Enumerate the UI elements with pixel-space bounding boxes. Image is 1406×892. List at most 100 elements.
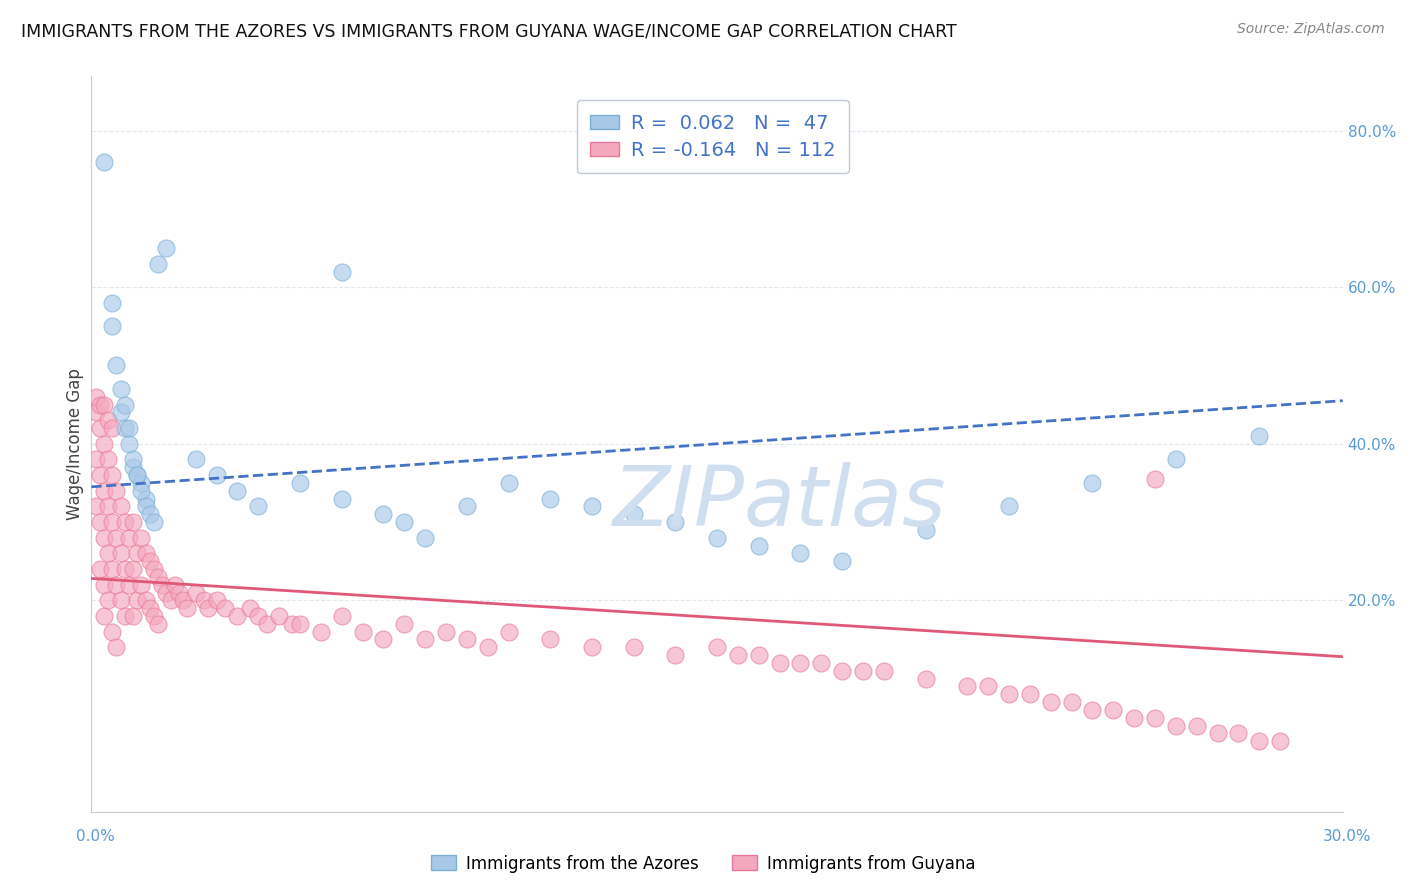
- Point: [288, 475, 311, 490]
- Point: [330, 491, 353, 506]
- Point: [84, 390, 107, 404]
- Point: [159, 593, 181, 607]
- Point: [93, 531, 115, 545]
- Point: [184, 452, 207, 467]
- Point: [581, 500, 603, 514]
- Point: [977, 680, 1000, 694]
- Point: [498, 475, 520, 490]
- Point: [101, 421, 124, 435]
- Point: [93, 483, 115, 498]
- Point: [110, 405, 132, 419]
- Point: [93, 436, 115, 450]
- Point: [184, 585, 207, 599]
- Point: [84, 500, 107, 514]
- Point: [84, 405, 107, 419]
- Point: [873, 664, 896, 678]
- Point: [135, 546, 157, 560]
- Point: [122, 562, 145, 576]
- Point: [101, 624, 124, 639]
- Point: [97, 413, 120, 427]
- Point: [122, 452, 145, 467]
- Point: [538, 632, 561, 647]
- Point: [97, 500, 120, 514]
- Point: [93, 609, 115, 624]
- Legend: R =  0.062   N =  47, R = -0.164   N = 112: R = 0.062 N = 47, R = -0.164 N = 112: [576, 100, 849, 173]
- Point: [456, 632, 478, 647]
- Point: [1206, 726, 1229, 740]
- Point: [101, 562, 124, 576]
- Text: IMMIGRANTS FROM THE AZORES VS IMMIGRANTS FROM GUYANA WAGE/INCOME GAP CORRELATION: IMMIGRANTS FROM THE AZORES VS IMMIGRANTS…: [21, 22, 957, 40]
- Point: [748, 539, 770, 553]
- Point: [205, 593, 228, 607]
- Point: [93, 577, 115, 591]
- Point: [914, 523, 936, 537]
- Point: [1060, 695, 1083, 709]
- Point: [413, 531, 436, 545]
- Point: [127, 468, 149, 483]
- Point: [110, 382, 132, 396]
- Point: [1185, 718, 1208, 732]
- Point: [538, 491, 561, 506]
- Point: [114, 398, 136, 412]
- Point: [131, 483, 153, 498]
- Point: [998, 500, 1021, 514]
- Point: [1143, 711, 1166, 725]
- Point: [664, 648, 686, 662]
- Point: [139, 507, 162, 521]
- Point: [623, 640, 645, 655]
- Point: [205, 468, 228, 483]
- Legend: Immigrants from the Azores, Immigrants from Guyana: Immigrants from the Azores, Immigrants f…: [425, 848, 981, 880]
- Point: [172, 593, 194, 607]
- Point: [110, 593, 132, 607]
- Point: [143, 562, 166, 576]
- Point: [664, 515, 686, 529]
- Point: [1227, 726, 1250, 740]
- Point: [197, 601, 219, 615]
- Point: [226, 483, 249, 498]
- Point: [146, 616, 169, 631]
- Point: [831, 554, 853, 568]
- Point: [1164, 718, 1187, 732]
- Point: [122, 460, 145, 475]
- Point: [89, 398, 111, 412]
- Point: [239, 601, 262, 615]
- Point: [1123, 711, 1146, 725]
- Point: [280, 616, 302, 631]
- Point: [122, 609, 145, 624]
- Point: [105, 359, 128, 373]
- Point: [105, 483, 128, 498]
- Text: Source: ZipAtlas.com: Source: ZipAtlas.com: [1237, 22, 1385, 37]
- Point: [193, 593, 215, 607]
- Point: [1081, 703, 1104, 717]
- Point: [247, 609, 270, 624]
- Point: [155, 241, 177, 255]
- Point: [226, 609, 249, 624]
- Point: [114, 515, 136, 529]
- Point: [810, 656, 832, 670]
- Point: [97, 593, 120, 607]
- Point: [101, 296, 124, 310]
- Point: [150, 577, 173, 591]
- Point: [122, 515, 145, 529]
- Point: [135, 593, 157, 607]
- Point: [89, 421, 111, 435]
- Point: [131, 531, 153, 545]
- Point: [118, 531, 141, 545]
- Point: [852, 664, 875, 678]
- Point: [789, 546, 811, 560]
- Point: [139, 554, 162, 568]
- Point: [101, 319, 124, 334]
- Point: [146, 257, 169, 271]
- Point: [581, 640, 603, 655]
- Point: [114, 609, 136, 624]
- Point: [139, 601, 162, 615]
- Point: [330, 264, 353, 278]
- Point: [135, 500, 157, 514]
- Point: [114, 421, 136, 435]
- Text: ZIPatlas: ZIPatlas: [613, 462, 946, 543]
- Point: [477, 640, 499, 655]
- Point: [146, 570, 169, 584]
- Y-axis label: Wage/Income Gap: Wage/Income Gap: [66, 368, 84, 520]
- Point: [155, 585, 177, 599]
- Point: [118, 421, 141, 435]
